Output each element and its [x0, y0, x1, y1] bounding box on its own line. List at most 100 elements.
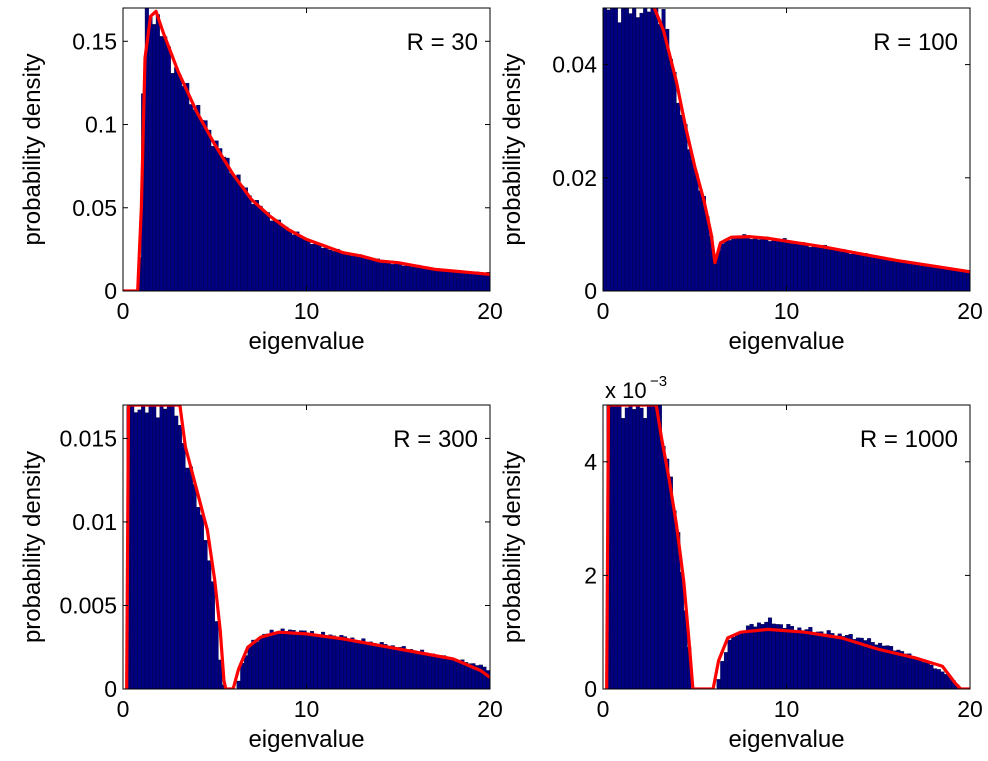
- histogram-bar: [188, 104, 193, 291]
- histogram-bar: [727, 240, 732, 291]
- histogram-bar: [947, 269, 952, 291]
- histogram-bar: [372, 259, 377, 291]
- histogram-bar: [922, 662, 927, 689]
- histogram-bar: [756, 239, 761, 291]
- histogram-bar: [621, 418, 626, 689]
- x-tick-label: 0: [117, 696, 130, 722]
- histogram-bar: [324, 635, 329, 689]
- histogram-bar: [482, 666, 487, 689]
- histogram-bar: [254, 641, 259, 689]
- histogram-bar: [137, 409, 142, 689]
- histogram-bar: [405, 264, 410, 291]
- histogram-bar: [881, 256, 886, 291]
- histogram-bar: [815, 631, 820, 689]
- histogram-bar: [812, 632, 817, 689]
- panel-label: R = 30: [407, 29, 478, 56]
- histogram-bar: [265, 633, 270, 689]
- histogram-bar: [764, 236, 769, 291]
- histogram-bar: [196, 104, 201, 291]
- histogram-bar: [291, 234, 296, 291]
- histogram-bar: [617, 405, 622, 689]
- histogram-bar: [650, 8, 655, 291]
- histogram-bar: [199, 119, 204, 291]
- histogram-bar: [306, 239, 311, 291]
- histogram-bar: [368, 259, 373, 291]
- histogram-bar: [767, 241, 772, 291]
- histogram-bar: [749, 623, 754, 689]
- histogram-bar: [819, 246, 824, 291]
- histogram-bar: [874, 644, 879, 689]
- histogram-bar: [306, 632, 311, 689]
- histogram-bar: [962, 270, 967, 291]
- y-tick-label: 0.15: [72, 28, 117, 54]
- histogram-bar: [852, 639, 857, 689]
- histogram-bar: [933, 265, 938, 291]
- histogram-bar: [610, 405, 615, 689]
- histogram-bar: [225, 157, 230, 291]
- histogram-bar: [398, 647, 403, 689]
- histogram-bar: [416, 264, 421, 291]
- histogram-bar: [431, 653, 436, 689]
- histogram-bar: [372, 642, 377, 689]
- histogram-bar: [141, 405, 146, 689]
- histogram-bar: [313, 635, 318, 689]
- histogram-bar: [431, 269, 436, 291]
- histogram-bar: [687, 149, 692, 291]
- histogram-bar: [379, 261, 384, 291]
- histogram-bar: [900, 261, 905, 291]
- histogram-bar: [328, 249, 333, 291]
- histogram-bar: [302, 630, 307, 689]
- histogram-bar: [155, 417, 160, 689]
- histogram-bar: [317, 243, 322, 291]
- histogram-bar: [734, 237, 739, 291]
- histogram-bar: [420, 267, 425, 291]
- histogram-bar: [657, 24, 662, 291]
- density-curve: [652, 8, 970, 274]
- x-axis-label: eigenvalue: [728, 726, 844, 753]
- histogram-bar: [639, 407, 644, 689]
- histogram-bar: [383, 644, 388, 689]
- histogram-bar: [812, 244, 817, 291]
- histogram-bar: [628, 13, 633, 291]
- histogram-bar: [936, 266, 941, 291]
- histogram-bar: [918, 264, 923, 291]
- histogram-bar: [856, 637, 861, 689]
- histogram-bar: [628, 405, 633, 689]
- histogram-bar: [401, 265, 406, 291]
- panel-label: R = 300: [393, 426, 478, 453]
- histogram-bar: [834, 248, 839, 291]
- histogram-bar: [243, 655, 248, 689]
- histogram-bar: [654, 405, 659, 689]
- histogram-bar: [409, 649, 414, 689]
- histogram-bar: [365, 642, 370, 689]
- histogram-bar: [313, 242, 318, 291]
- histogram-bar: [196, 507, 201, 689]
- histogram-bar: [874, 255, 879, 291]
- x-axis-label: eigenvalue: [248, 328, 364, 355]
- x-tick-label: 10: [294, 298, 320, 324]
- x-tick-label: 0: [117, 298, 130, 324]
- histogram-bar: [464, 272, 469, 291]
- histogram-bar: [940, 267, 945, 291]
- y-tick-label: 0: [584, 278, 597, 304]
- histogram-bar: [646, 405, 651, 689]
- x-tick-label: 20: [957, 298, 983, 324]
- histogram-bar: [797, 627, 802, 689]
- histogram-bar: [808, 627, 813, 689]
- histogram-bar: [665, 458, 670, 689]
- histogram-bar: [654, 8, 659, 291]
- histogram-bar: [159, 405, 164, 689]
- histogram-bar: [797, 244, 802, 291]
- histogram-bar: [207, 129, 212, 291]
- histogram-bar: [698, 190, 703, 291]
- histogram-bar: [262, 211, 267, 291]
- histogram-bar: [676, 102, 681, 291]
- histogram-bar: [775, 239, 780, 291]
- histogram-bar: [276, 633, 281, 689]
- histogram-bar: [203, 120, 208, 291]
- histogram-bar: [958, 270, 963, 291]
- plot-area: [603, 8, 970, 291]
- histogram-bar: [365, 256, 370, 291]
- histogram-bar: [694, 173, 699, 291]
- histogram-bar: [782, 238, 787, 291]
